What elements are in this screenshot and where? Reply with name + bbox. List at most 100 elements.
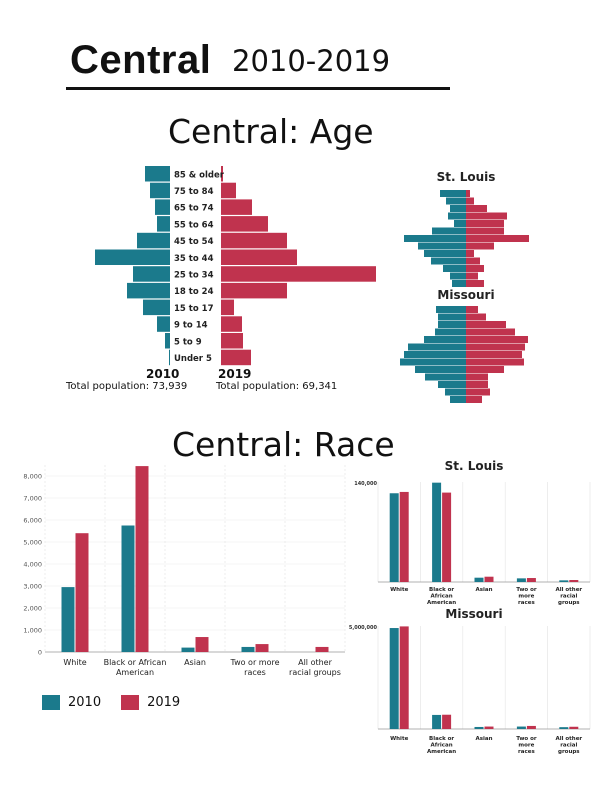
stlouis-age-bar-2010-2 bbox=[450, 205, 466, 212]
bar-2010-0 bbox=[145, 166, 170, 182]
central-race-bar-2010-3 bbox=[241, 646, 255, 652]
missouri-age-bar-2010-1 bbox=[438, 313, 466, 321]
missouri-age-bar-2019-10 bbox=[466, 381, 488, 388]
bar-2019-11 bbox=[221, 349, 251, 366]
central-race-ytick-2: 2,000 bbox=[23, 605, 42, 613]
stlouis-age-bar-2019-7 bbox=[466, 242, 494, 250]
stlouis-age-bar-2010-6 bbox=[404, 235, 466, 242]
central-race-ytick-3: 3,000 bbox=[23, 583, 42, 591]
missouri-age-bar-2019-2 bbox=[466, 321, 506, 328]
stlouis-age-bar-2010-12 bbox=[452, 280, 466, 287]
central-race-bar-2010-2 bbox=[181, 647, 195, 652]
stlouis-race-group bbox=[377, 482, 591, 583]
stlouis-race-ytick-0: 140,000 bbox=[354, 481, 377, 487]
central-race-bar-2019-4 bbox=[315, 646, 329, 652]
pyramid-title-missouri-age: Missouri bbox=[437, 288, 494, 302]
missouri-race-bar-2019-2 bbox=[484, 726, 494, 729]
central-race-bar-2019-0 bbox=[75, 533, 89, 652]
stlouis-race-xlabel-1-0: Black or bbox=[429, 587, 454, 593]
bar-2019-6 bbox=[221, 266, 376, 282]
stlouis-race-title: St. Louis bbox=[445, 459, 504, 473]
stlouis-age-bar-2010-9 bbox=[431, 257, 466, 265]
missouri-race-bar-2019-1 bbox=[442, 714, 452, 729]
missouri-age-bar-2019-12 bbox=[466, 396, 482, 403]
header-rule bbox=[66, 87, 450, 90]
bar-2019-2 bbox=[221, 199, 252, 215]
bar-2010-9 bbox=[157, 316, 170, 332]
stlouis-race-xlabel-1-2: American bbox=[427, 600, 456, 606]
missouri-race-bar-2019-0 bbox=[399, 626, 409, 729]
missouri-race-xlabel-3-0: Two or bbox=[516, 736, 537, 742]
central-race-bar-2019-2 bbox=[195, 637, 209, 652]
stlouis-age-bar-2010-4 bbox=[454, 220, 466, 227]
stlouis-age-bar-2019-11 bbox=[466, 272, 478, 280]
bar-2010-6 bbox=[133, 266, 170, 282]
central-race-xlabel-4-1: racial groups bbox=[289, 668, 341, 677]
age-label-9: 9 to 14 bbox=[174, 321, 208, 331]
stlouis-race-xlabel-3-2: races bbox=[518, 600, 535, 606]
missouri-age-bar-2019-6 bbox=[466, 351, 522, 358]
missouri-race-xlabel-3-1: more bbox=[518, 743, 534, 749]
stlouis-age-bar-2019-10 bbox=[466, 265, 484, 272]
bar-2019-0 bbox=[221, 166, 223, 182]
missouri-age-bar-2010-9 bbox=[425, 373, 466, 381]
missouri-age-bar-2010-0 bbox=[436, 306, 466, 313]
central-race-xlabel-1-1: American bbox=[116, 668, 154, 677]
page-years: 2010-2019 bbox=[232, 44, 391, 78]
age-label-4: 45 to 54 bbox=[174, 237, 214, 247]
central-race-bar-2019-1 bbox=[135, 466, 149, 652]
page-title: Central bbox=[70, 38, 212, 82]
stlouis-race-bar-2019-4 bbox=[569, 580, 579, 582]
bar-2010-5 bbox=[95, 249, 170, 265]
age-section-title: Central: Age bbox=[168, 112, 374, 151]
stlouis-age-bar-2019-6 bbox=[466, 235, 529, 242]
missouri-age-bar-2019-1 bbox=[466, 313, 486, 321]
stlouis-age-bar-2010-11 bbox=[450, 272, 466, 280]
stlouis-age-bar-2010-5 bbox=[432, 227, 466, 235]
missouri-race-bar-2019-3 bbox=[526, 725, 536, 729]
central-race-bar-2010-1 bbox=[121, 525, 135, 652]
stlouis-age-bar-2010-1 bbox=[446, 197, 466, 205]
stlouis-race-xlabel-3-1: more bbox=[518, 594, 534, 600]
central-race-ytick-0: 0 bbox=[38, 649, 42, 657]
age-label-2019: 2019 bbox=[218, 367, 252, 381]
central-race-xlabel-3-1: races bbox=[244, 668, 266, 677]
stlouis-age-bar-2019-5 bbox=[466, 227, 504, 235]
stlouis-age-bar-2019-2 bbox=[466, 205, 487, 212]
stlouis-age-bar-2019-1 bbox=[466, 197, 474, 205]
age-label-1: 75 to 84 bbox=[174, 187, 214, 197]
stlouis-race-xlabel-2-0: Asian bbox=[475, 587, 492, 593]
stlouis-age-bar-2019-0 bbox=[466, 190, 470, 197]
missouri-race-bar-2010-2 bbox=[474, 726, 484, 729]
age-total-2010: Total population: 73,939 bbox=[66, 381, 188, 392]
missouri-race-bar-2010-1 bbox=[432, 714, 442, 729]
missouri-race-xlabel-4-2: groups bbox=[558, 749, 580, 755]
bar-2010-10 bbox=[165, 333, 170, 349]
age-label-10: 5 to 9 bbox=[174, 337, 202, 347]
missouri-age-bar-2019-11 bbox=[466, 388, 490, 396]
age-label-11: Under 5 bbox=[174, 354, 212, 364]
age-label-6: 25 to 34 bbox=[174, 270, 214, 280]
age-label-2010: 2010 bbox=[146, 367, 180, 381]
missouri-race-xlabel-4-0: All other bbox=[555, 736, 582, 742]
missouri-age-bar-2010-5 bbox=[408, 343, 466, 351]
bar-2010-1 bbox=[150, 182, 170, 199]
stlouis-race-bar-2019-0 bbox=[399, 491, 409, 582]
race-section-title: Central: Race bbox=[172, 425, 395, 464]
central-race-xlabel-0-0: White bbox=[63, 658, 86, 667]
stlouis-race-xlabel-4-2: groups bbox=[558, 600, 580, 606]
bar-2010-2 bbox=[155, 199, 170, 215]
missouri-age-bar-2010-4 bbox=[424, 336, 466, 343]
missouri-race-xlabel-2-0: Asian bbox=[475, 736, 492, 742]
missouri-race-xlabel-3-2: races bbox=[518, 749, 535, 755]
bar-2019-8 bbox=[221, 299, 234, 316]
central-race-xlabel-3-0: Two or more bbox=[230, 658, 280, 667]
missouri-age-bar-2010-3 bbox=[435, 328, 466, 336]
age-label-3: 55 to 64 bbox=[174, 220, 214, 230]
missouri-race-bar-2010-4 bbox=[559, 727, 569, 729]
stlouis-age-bar-2010-3 bbox=[448, 212, 466, 220]
stlouis-race-bar-2010-3 bbox=[516, 578, 526, 582]
stlouis-age-bar-2019-12 bbox=[466, 280, 484, 287]
age-label-7: 18 to 24 bbox=[174, 287, 214, 297]
bar-2019-3 bbox=[221, 216, 268, 232]
